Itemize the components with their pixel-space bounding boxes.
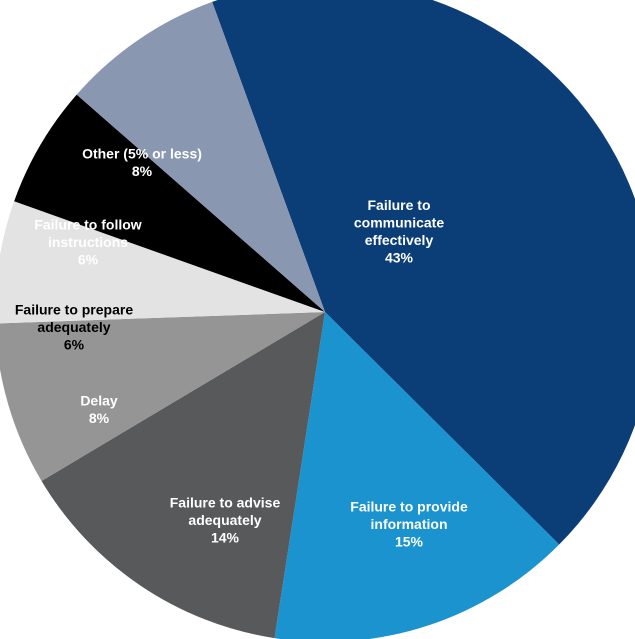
pie-slice-4	[0, 201, 325, 324]
slice-label-line: Delay	[80, 392, 118, 408]
slice-pct-label: 6%	[64, 336, 85, 352]
slice-pct-label: 43%	[385, 249, 414, 265]
pie-slice-1	[274, 312, 560, 639]
slice-pct-label: 15%	[395, 533, 424, 549]
slice-pct-label: 8%	[89, 410, 110, 426]
slice-label-4: Failure to prepare adequately 6%	[15, 301, 133, 352]
slice-label-line: Other (5% or less)	[82, 145, 202, 161]
pie-slice-6	[76, 1, 325, 313]
slice-label-2: Failure to advise adequately 14%	[170, 494, 281, 545]
pie-slice-5	[14, 94, 326, 312]
slice-label-6: Other (5% or less) 8%	[82, 145, 202, 179]
slice-pct-label: 14%	[211, 529, 240, 545]
slice-label-line: adequately	[188, 512, 261, 528]
pie-slice-2	[41, 312, 325, 639]
slice-pct-label: 6%	[78, 251, 99, 267]
slice-label-0: Failure to communicate effectively 43%	[354, 197, 444, 265]
slice-pct-label: 8%	[132, 163, 153, 179]
slice-label-line: adequately	[37, 319, 110, 335]
slice-label-1: Failure to provide information 15%	[350, 498, 468, 549]
pie-labels: Failure to communicate effectively 43%Failu…	[15, 145, 468, 549]
pie-slice-0	[212, 0, 635, 545]
slice-label-line: information	[371, 516, 448, 532]
slice-label-line: Failure to follow	[34, 216, 141, 232]
slice-label-line: effectively	[365, 232, 434, 248]
slice-label-line: Failure to	[367, 197, 430, 213]
pie-slice-3	[0, 312, 325, 481]
slice-label-line: Failure to advise	[170, 494, 281, 510]
slice-label-line: Failure to prepare	[15, 301, 133, 317]
slice-label-line: communicate	[354, 214, 444, 230]
slice-label-3: Delay 8%	[80, 392, 118, 426]
slice-label-line: Failure to provide	[350, 498, 468, 514]
slice-label-5: Failure to follow instructions 6%	[34, 216, 141, 267]
slice-label-line: instructions	[48, 234, 128, 250]
